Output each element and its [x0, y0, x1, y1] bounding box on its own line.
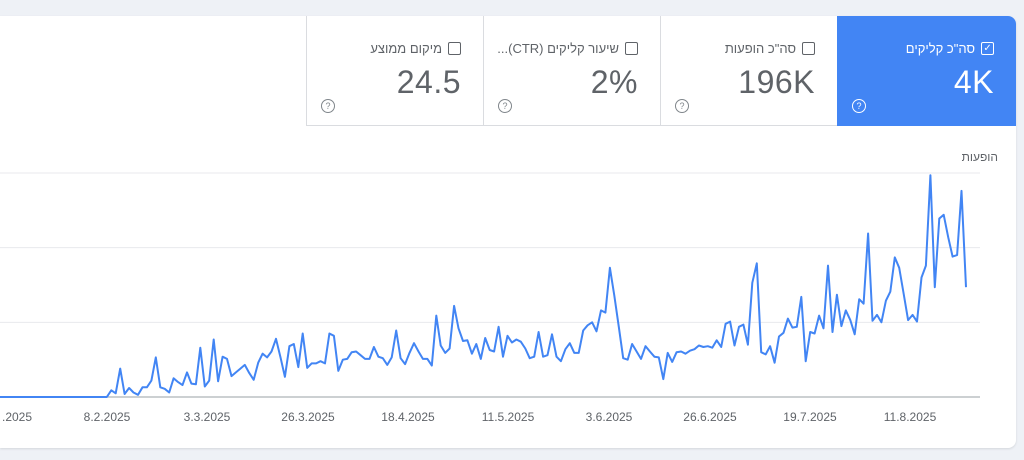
x-tick-label: 3.3.2025: [184, 410, 231, 424]
help-icon[interactable]: ?: [675, 99, 689, 113]
metric-label-row: מיקום ממוצע: [370, 41, 461, 56]
metric-label: סה"כ קליקים: [905, 41, 975, 56]
metric-ctr[interactable]: שיעור קליקים (CTR)... 2% ?: [483, 16, 660, 126]
metric-total-clicks[interactable]: ✓ סה"כ קליקים 4K ?: [837, 16, 1016, 126]
metric-value: 196K: [738, 64, 815, 100]
line-chart: .2025 8.2.2025 3.3.2025 26.3.2025 18.4.2025 1…: [0, 172, 980, 424]
metric-average-position[interactable]: מיקום ממוצע 24.5 ?: [306, 16, 483, 126]
help-icon[interactable]: ?: [498, 99, 512, 113]
checkbox-checked-icon[interactable]: ✓: [981, 42, 994, 55]
metric-tabs: ✓ סה"כ קליקים 4K ? סה"כ הופעות 196K ? שי…: [306, 16, 1016, 126]
x-tick-label: 26.6.2025: [683, 410, 737, 424]
metric-label-row: שיעור קליקים (CTR)...: [497, 41, 638, 56]
metric-label-row: ✓ סה"כ קליקים: [906, 41, 994, 56]
metric-label: מיקום ממוצע: [370, 41, 442, 56]
metric-label: שיעור קליקים (CTR)...: [497, 41, 619, 56]
x-tick-label: 11.8.2025: [884, 410, 937, 424]
metric-value: 24.5: [396, 64, 461, 100]
checkbox-icon[interactable]: [802, 42, 815, 55]
x-tick-label: 26.3.2025: [281, 410, 335, 424]
x-tick-label: 8.2.2025: [84, 410, 131, 424]
x-tick-label: 11.5.2025: [482, 410, 535, 424]
checkbox-icon[interactable]: [625, 42, 638, 55]
checkbox-icon[interactable]: [448, 42, 461, 55]
metric-value: 4K: [953, 64, 994, 100]
x-tick-label: 18.4.2025: [381, 410, 435, 424]
metric-value: 2%: [590, 64, 638, 100]
x-tick-label: 19.7.2025: [783, 410, 837, 424]
series-line-clicks[interactable]: [0, 174, 967, 398]
metric-label-row: סה"כ הופעות: [725, 41, 815, 56]
x-tick-label: 3.6.2025: [586, 410, 633, 424]
metric-total-impressions[interactable]: סה"כ הופעות 196K ?: [660, 16, 837, 126]
y-axis-title: הופעות: [961, 150, 998, 164]
help-icon[interactable]: ?: [321, 99, 335, 113]
help-icon[interactable]: ?: [852, 99, 866, 113]
x-tick-label: .2025: [2, 410, 32, 424]
metric-label: סה"כ הופעות: [724, 41, 796, 56]
performance-card: ✓ סה"כ קליקים 4K ? סה"כ הופעות 196K ? שי…: [0, 16, 1016, 448]
